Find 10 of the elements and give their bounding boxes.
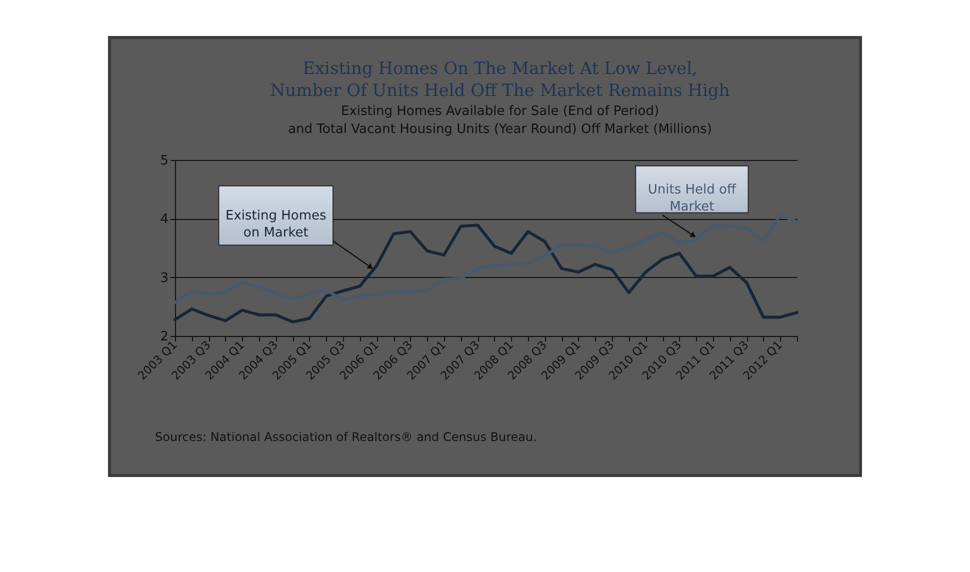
line-series xyxy=(174,224,798,324)
series-label: Units Held off Market xyxy=(648,182,737,214)
y-tick-label: 4 xyxy=(160,212,168,228)
chart-subtitle: Existing Homes Available for Sale (End of Period) and Total Vacant Housing Units (Year Round) Off Market (Millions) xyxy=(288,104,712,137)
y-tick-label: 5 xyxy=(160,154,168,168)
source-note: Sources: National Association of Realtors® and Census Bureau. xyxy=(155,430,537,444)
chart-title: Existing Homes On The Market At Low Level, Number Of Units Held Off The Market Remains High xyxy=(270,59,730,101)
y-tick-label: 2 xyxy=(160,330,168,344)
y-tick-label: 3 xyxy=(160,270,168,286)
text: Existing Homes on Market xyxy=(225,208,326,240)
